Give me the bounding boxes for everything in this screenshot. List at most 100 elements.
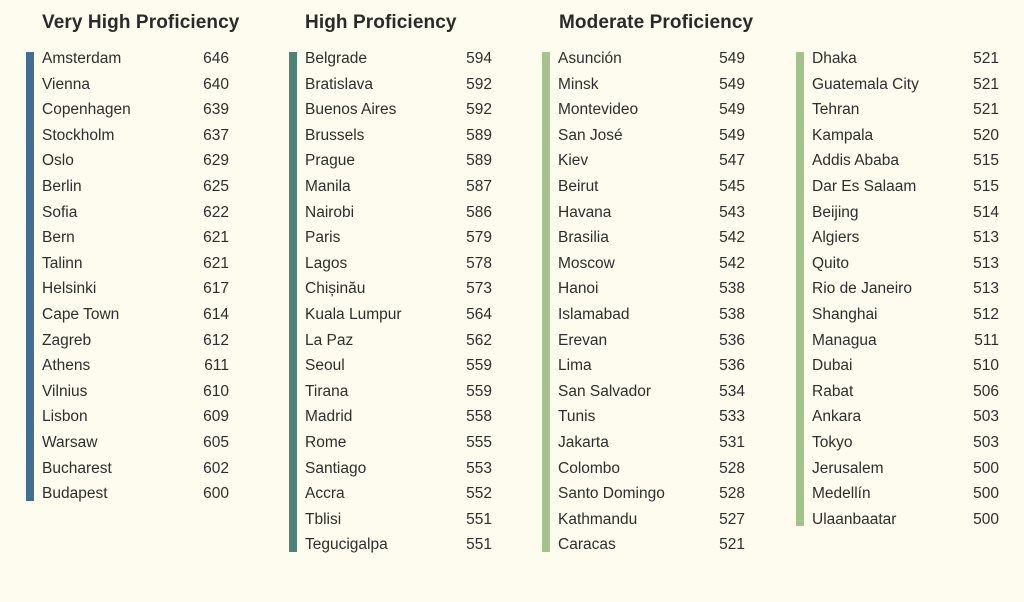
city-name: Shanghai	[812, 305, 878, 323]
table-row: Caracas 521	[558, 532, 745, 558]
city-score: 552	[466, 485, 492, 503]
city-name: Bucharest	[42, 459, 112, 477]
table-row: Bern 621	[42, 225, 229, 251]
city-name: Tirana	[305, 382, 349, 400]
city-score: 586	[466, 203, 492, 221]
table-row: Dubai 510	[812, 353, 999, 379]
city-score: 528	[719, 459, 745, 477]
city-name: Belgrade	[305, 50, 368, 67]
tier-bar-high	[289, 52, 297, 552]
city-name: Rabat	[812, 382, 854, 400]
city-name: Minsk	[558, 75, 599, 93]
city-name: Algiers	[812, 229, 860, 247]
table-row: Kuala Lumpur 564	[305, 302, 492, 328]
table-row: Asunción 549	[558, 46, 745, 72]
table-row: Jerusalem 500	[812, 456, 999, 482]
tier-bar-very-high	[26, 52, 34, 501]
city-score: 547	[719, 152, 745, 170]
table-row: Vienna 640	[42, 72, 229, 98]
city-score: 542	[719, 229, 745, 247]
table-row: Kiev 547	[558, 148, 745, 174]
city-score: 629	[203, 152, 229, 170]
city-name: Kampala	[812, 126, 874, 144]
table-row: Addis Ababa 515	[812, 148, 999, 174]
table-row: Chișinău 573	[305, 276, 492, 302]
city-score: 549	[719, 126, 745, 144]
city-name: Oslo	[42, 152, 74, 170]
table-row: Lagos 578	[305, 251, 492, 277]
city-score: 611	[204, 357, 229, 375]
city-name: Tunis	[558, 408, 596, 426]
city-name: Paris	[305, 229, 341, 247]
city-score: 506	[973, 382, 999, 400]
city-score: 553	[466, 459, 492, 477]
city-score: 558	[466, 408, 492, 426]
city-name: Copenhagen	[42, 101, 131, 119]
table-row: Bucharest 602	[42, 456, 229, 482]
city-name: Bratislava	[305, 75, 374, 93]
city-name: Medellín	[812, 485, 871, 503]
city-name: San José	[558, 126, 623, 144]
heading-moderate: Moderate Proficiency	[559, 12, 754, 33]
city-name: Madrid	[305, 408, 353, 426]
table-row: Madrid 558	[305, 404, 492, 430]
table-row: Rio de Janeiro 513	[812, 276, 999, 302]
city-name: Dar Es Salaam	[812, 177, 917, 195]
city-list: Dhaka 521 Guatemala City 521 Tehran 521 Kampal…	[812, 46, 999, 532]
city-score: 511	[974, 331, 999, 349]
city-score: 625	[203, 177, 229, 195]
table-row: Beirut 545	[558, 174, 745, 200]
city-name: Tokyo	[812, 433, 853, 451]
city-name: Guatemala City	[812, 75, 919, 93]
city-name: Helsinki	[42, 280, 97, 298]
city-name: Jerusalem	[812, 459, 884, 477]
table-row: Santiago 553	[305, 456, 492, 482]
city-name: Beijing	[812, 203, 859, 221]
table-row: Prague 589	[305, 148, 492, 174]
city-score: 639	[203, 101, 229, 119]
city-score: 610	[203, 382, 229, 400]
table-row: Guatemala City 521	[812, 72, 999, 98]
city-name: Jakarta	[558, 433, 609, 451]
table-row: Algiers 513	[812, 225, 999, 251]
city-list: Amsterdam 646 Vienna 640 Copenhagen 639 Stockh…	[42, 46, 229, 507]
city-name: Kuala Lumpur	[305, 305, 402, 323]
table-row: Islamabad 538	[558, 302, 745, 328]
table-row: Tehran 521	[812, 97, 999, 123]
city-name: Asunción	[558, 50, 622, 67]
city-name: Buenos Aires	[305, 101, 397, 119]
city-name: Brussels	[305, 126, 365, 144]
tier-bar-moderate	[542, 52, 550, 552]
city-name: Rome	[305, 433, 347, 451]
city-name: Santo Domingo	[558, 485, 665, 503]
city-score: 600	[203, 485, 229, 503]
city-name: Kiev	[558, 152, 589, 170]
city-name: Cape Town	[42, 305, 120, 323]
city-name: Seoul	[305, 357, 345, 375]
city-name: Dhaka	[812, 50, 857, 67]
city-name: Manila	[305, 177, 351, 195]
city-score: 533	[719, 408, 745, 426]
city-score: 551	[466, 510, 492, 528]
city-score: 637	[203, 126, 229, 144]
city-score: 612	[203, 331, 229, 349]
table-row: Cape Town 614	[42, 302, 229, 328]
table-row: Buenos Aires 592	[305, 97, 492, 123]
city-name: Zagreb	[42, 331, 92, 349]
city-score: 592	[466, 101, 492, 119]
city-name: Erevan	[558, 331, 608, 349]
table-row: Rabat 506	[812, 379, 999, 405]
city-name: Berlin	[42, 177, 82, 195]
city-name: Stockholm	[42, 126, 115, 144]
table-row: Ulaanbaatar 500	[812, 507, 999, 533]
city-name: Caracas	[558, 536, 616, 554]
city-name: Nairobi	[305, 203, 355, 221]
city-name: Santiago	[305, 459, 367, 477]
city-name: Rio de Janeiro	[812, 280, 912, 298]
city-name: Hanoi	[558, 280, 599, 298]
heading-high: High Proficiency	[305, 12, 457, 33]
table-row: San José 549	[558, 123, 745, 149]
table-row: Hanoi 538	[558, 276, 745, 302]
table-row: Oslo 629	[42, 148, 229, 174]
city-name: Havana	[558, 203, 612, 221]
